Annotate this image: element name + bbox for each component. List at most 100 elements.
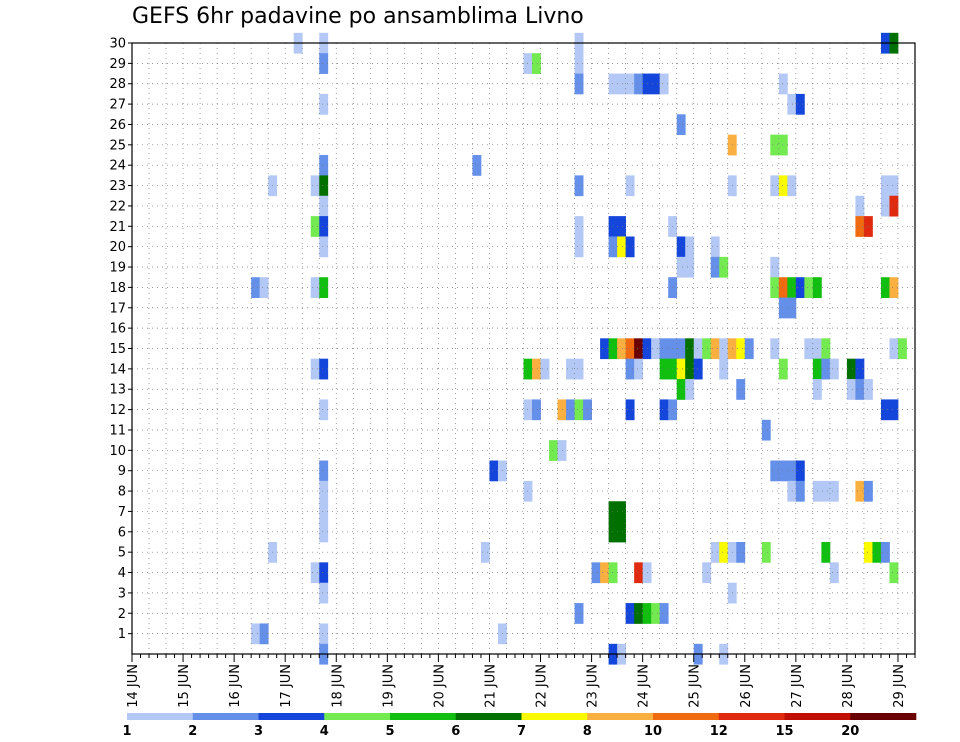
heatmap-cell bbox=[472, 155, 482, 176]
heatmap-cell bbox=[770, 134, 780, 156]
heatmap-cell bbox=[889, 562, 899, 584]
heatmap-cell bbox=[591, 562, 601, 584]
heatmap-cell bbox=[625, 175, 635, 197]
heatmap-cell bbox=[617, 521, 627, 543]
x-tick-label: 15 JUN bbox=[177, 664, 192, 708]
color-bar-swatch bbox=[455, 713, 522, 720]
heatmap-cell bbox=[829, 358, 839, 380]
heatmap-cell bbox=[532, 53, 541, 74]
heatmap-cell bbox=[574, 216, 584, 237]
y-tick-label: 23 bbox=[109, 179, 126, 194]
y-tick-label: 29 bbox=[109, 57, 126, 72]
y-tick-label: 30 bbox=[109, 37, 126, 52]
heatmap-cell bbox=[889, 399, 899, 421]
heatmap-cell bbox=[795, 277, 805, 298]
cells-layer bbox=[251, 32, 907, 665]
heatmap-cell bbox=[855, 379, 865, 400]
chart-title: GEFS 6hr padavine po ansamblima Livno bbox=[132, 4, 584, 29]
heatmap-cell bbox=[319, 53, 329, 74]
heatmap-cell bbox=[855, 480, 865, 502]
heatmap-cell bbox=[761, 419, 771, 441]
heatmap-cell bbox=[659, 358, 669, 380]
heatmap-cell bbox=[574, 53, 584, 74]
y-tick-label: 17 bbox=[109, 301, 126, 316]
heatmap-cell bbox=[685, 338, 695, 360]
x-tick-label: 20 JUN bbox=[432, 664, 447, 708]
heatmap-cell bbox=[889, 175, 899, 197]
heatmap-cell bbox=[651, 73, 661, 95]
heatmap-cell bbox=[310, 562, 320, 584]
y-tick-label: 4 bbox=[118, 566, 126, 581]
heatmap-cell bbox=[744, 338, 754, 360]
y-tick-label: 26 bbox=[109, 118, 126, 133]
heatmap-cell bbox=[804, 277, 814, 298]
heatmap-cell bbox=[787, 480, 797, 502]
y-tick-label: 16 bbox=[109, 322, 126, 337]
heatmap-cell bbox=[761, 541, 771, 563]
heatmap-cell bbox=[532, 399, 541, 421]
heatmap-cell bbox=[319, 460, 329, 482]
heatmap-cell bbox=[617, 236, 627, 258]
heatmap-cell bbox=[310, 175, 320, 197]
heatmap-cell bbox=[532, 358, 541, 380]
heatmap-cell bbox=[880, 277, 890, 298]
y-tick-label: 20 bbox=[109, 240, 126, 255]
heatmap-cell bbox=[685, 256, 695, 278]
y-tick-label: 22 bbox=[109, 199, 126, 214]
heatmap-cell bbox=[259, 277, 269, 298]
heatmap-cell bbox=[880, 175, 890, 197]
color-bar-swatch bbox=[127, 713, 194, 720]
heatmap-cell bbox=[659, 399, 669, 421]
heatmap-cell bbox=[693, 338, 703, 360]
heatmap-cell bbox=[608, 338, 618, 360]
color-bar-label: 8 bbox=[583, 724, 592, 739]
heatmap-cell bbox=[855, 358, 865, 380]
color-bar-label: 3 bbox=[254, 724, 263, 739]
y-tick-label: 3 bbox=[118, 586, 126, 601]
heatmap-cell bbox=[566, 358, 575, 380]
heatmap-cell bbox=[685, 236, 695, 258]
heatmap-cell bbox=[787, 93, 797, 115]
heatmap-cell bbox=[787, 277, 797, 298]
heatmap-cell bbox=[625, 338, 635, 360]
color-bar-swatch bbox=[192, 713, 259, 720]
x-tick-label: 28 JUN bbox=[841, 664, 856, 708]
heatmap-cell bbox=[319, 93, 329, 115]
color-bar-label: 4 bbox=[320, 724, 329, 739]
heatmap-cell bbox=[310, 277, 320, 298]
x-tick-label: 26 JUN bbox=[739, 664, 754, 708]
heatmap-cell bbox=[489, 460, 499, 482]
heatmap-cell bbox=[778, 175, 788, 197]
heatmap-cell bbox=[736, 338, 746, 360]
color-bar-swatch bbox=[850, 713, 917, 720]
heatmap-cell bbox=[659, 73, 669, 95]
heatmap-cell bbox=[319, 480, 329, 502]
heatmap-cell bbox=[608, 521, 618, 543]
heatmap-cell bbox=[634, 603, 644, 624]
heatmap-cell bbox=[863, 541, 873, 563]
heatmap-cell bbox=[770, 175, 780, 197]
heatmap-cell bbox=[574, 358, 584, 380]
x-tick-label: 19 JUN bbox=[381, 664, 396, 708]
heatmap-cell bbox=[625, 73, 635, 95]
heatmap-cell bbox=[319, 277, 329, 298]
heatmap-cell bbox=[617, 501, 627, 523]
y-tick-label: 7 bbox=[118, 505, 126, 520]
heatmap-cell bbox=[617, 73, 627, 95]
heatmap-cell bbox=[617, 216, 627, 237]
heatmap-cell bbox=[651, 338, 661, 360]
heatmap-cell bbox=[319, 399, 329, 421]
heatmap-cell bbox=[778, 358, 788, 380]
heatmap-cell bbox=[710, 338, 720, 360]
y-tick-label: 5 bbox=[118, 546, 126, 561]
heatmap-cell bbox=[880, 541, 890, 563]
heatmap-cell bbox=[310, 358, 320, 380]
heatmap-cell bbox=[795, 480, 805, 502]
heatmap-cell bbox=[625, 236, 635, 258]
heatmap-cell bbox=[880, 399, 890, 421]
heatmap-cell bbox=[625, 399, 635, 421]
heatmap-cell bbox=[634, 562, 644, 584]
y-tick-label: 18 bbox=[109, 281, 126, 296]
heatmap-cell bbox=[319, 623, 329, 645]
heatmap-cell bbox=[574, 236, 584, 258]
